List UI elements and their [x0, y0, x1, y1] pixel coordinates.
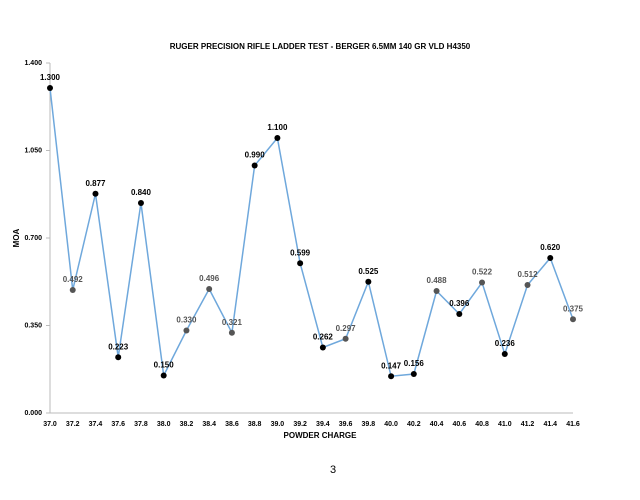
- chart-title: RUGER PRECISION RIFLE LADDER TEST - BERG…: [170, 42, 471, 51]
- data-label: 0.512: [518, 270, 539, 279]
- data-label: 0.150: [154, 361, 175, 370]
- data-label: 0.330: [176, 316, 197, 325]
- marker: [410, 371, 417, 377]
- marker: [69, 287, 76, 293]
- data-label: 0.297: [336, 324, 357, 333]
- data-label: 0.375: [563, 304, 584, 313]
- marker: [547, 255, 554, 261]
- marker: [274, 135, 281, 141]
- data-label: 0.236: [495, 339, 516, 348]
- x-tick-label: 40.8: [475, 421, 489, 428]
- data-label: 0.321: [222, 318, 243, 327]
- x-tick-label: 39.0: [271, 421, 285, 428]
- marker: [388, 373, 395, 380]
- x-tick-label: 41.2: [521, 421, 535, 428]
- marker: [297, 260, 304, 267]
- x-tick-label: 38.8: [248, 421, 262, 428]
- y-tick-label: 0.700: [24, 235, 42, 242]
- page-number: 3: [330, 464, 336, 476]
- data-label: 1.300: [40, 73, 61, 82]
- data-label: 0.492: [63, 275, 84, 284]
- marker: [456, 311, 463, 317]
- data-label: 0.488: [427, 276, 448, 285]
- marker: [501, 351, 508, 357]
- x-tick-label: 37.4: [89, 421, 103, 428]
- marker: [206, 286, 213, 292]
- data-label: 0.147: [381, 361, 402, 370]
- x-tick-label: 39.6: [339, 421, 353, 428]
- x-tick-label: 38.6: [225, 421, 239, 428]
- x-tick-label: 38.4: [202, 421, 216, 428]
- marker: [251, 162, 258, 169]
- data-label: 1.100: [267, 123, 288, 132]
- data-label: 0.262: [313, 333, 334, 342]
- x-tick-label: 37.6: [111, 421, 125, 428]
- data-label: 0.840: [131, 188, 152, 197]
- data-label: 0.599: [290, 248, 311, 257]
- marker: [319, 344, 326, 351]
- marker: [524, 282, 531, 288]
- x-tick-label: 40.6: [452, 421, 466, 428]
- y-axis-label: MOA: [12, 228, 21, 247]
- y-tick-label: 0.350: [24, 322, 42, 329]
- marker: [479, 279, 486, 286]
- x-tick-label: 37.8: [134, 421, 148, 428]
- marker: [570, 316, 576, 323]
- x-tick-label: 37.2: [66, 421, 80, 428]
- marker: [115, 354, 122, 361]
- marker: [183, 327, 190, 334]
- x-tick-label: 39.8: [362, 421, 376, 428]
- data-label: 0.877: [85, 179, 106, 188]
- data-label: 0.620: [540, 243, 561, 252]
- x-tick-label: 39.4: [316, 421, 330, 428]
- x-tick-label: 37.0: [43, 421, 57, 428]
- y-tick-label: 1.050: [24, 147, 42, 154]
- data-label: 0.156: [404, 359, 425, 368]
- x-tick-label: 41.4: [543, 421, 557, 428]
- data-label: 0.522: [472, 268, 493, 277]
- x-axis-label: POWDER CHARGE: [284, 431, 358, 440]
- y-tick-label: 0.000: [24, 410, 42, 417]
- data-label: 0.396: [449, 299, 470, 308]
- x-tick-label: 40.0: [384, 421, 398, 428]
- x-tick-label: 39.2: [293, 421, 307, 428]
- x-tick-label: 40.4: [430, 421, 444, 428]
- marker: [228, 329, 235, 336]
- x-tick-label: 40.2: [407, 421, 421, 428]
- marker: [365, 278, 372, 285]
- marker: [433, 288, 440, 294]
- data-line: [49, 87, 574, 379]
- marker: [92, 190, 99, 197]
- data-label: 0.525: [358, 267, 379, 276]
- x-tick-label: 41.6: [566, 421, 580, 428]
- x-tick-label: 38.0: [157, 421, 171, 428]
- marker: [137, 200, 144, 206]
- marker: [342, 335, 349, 342]
- x-tick-label: 41.0: [498, 421, 512, 428]
- y-tick-label: 1.400: [24, 60, 42, 67]
- x-tick-label: 38.2: [180, 421, 194, 428]
- marker: [47, 85, 53, 91]
- data-label: 0.496: [199, 274, 220, 283]
- marker: [160, 372, 167, 379]
- data-label: 0.223: [108, 342, 129, 351]
- data-label: 0.990: [245, 151, 266, 160]
